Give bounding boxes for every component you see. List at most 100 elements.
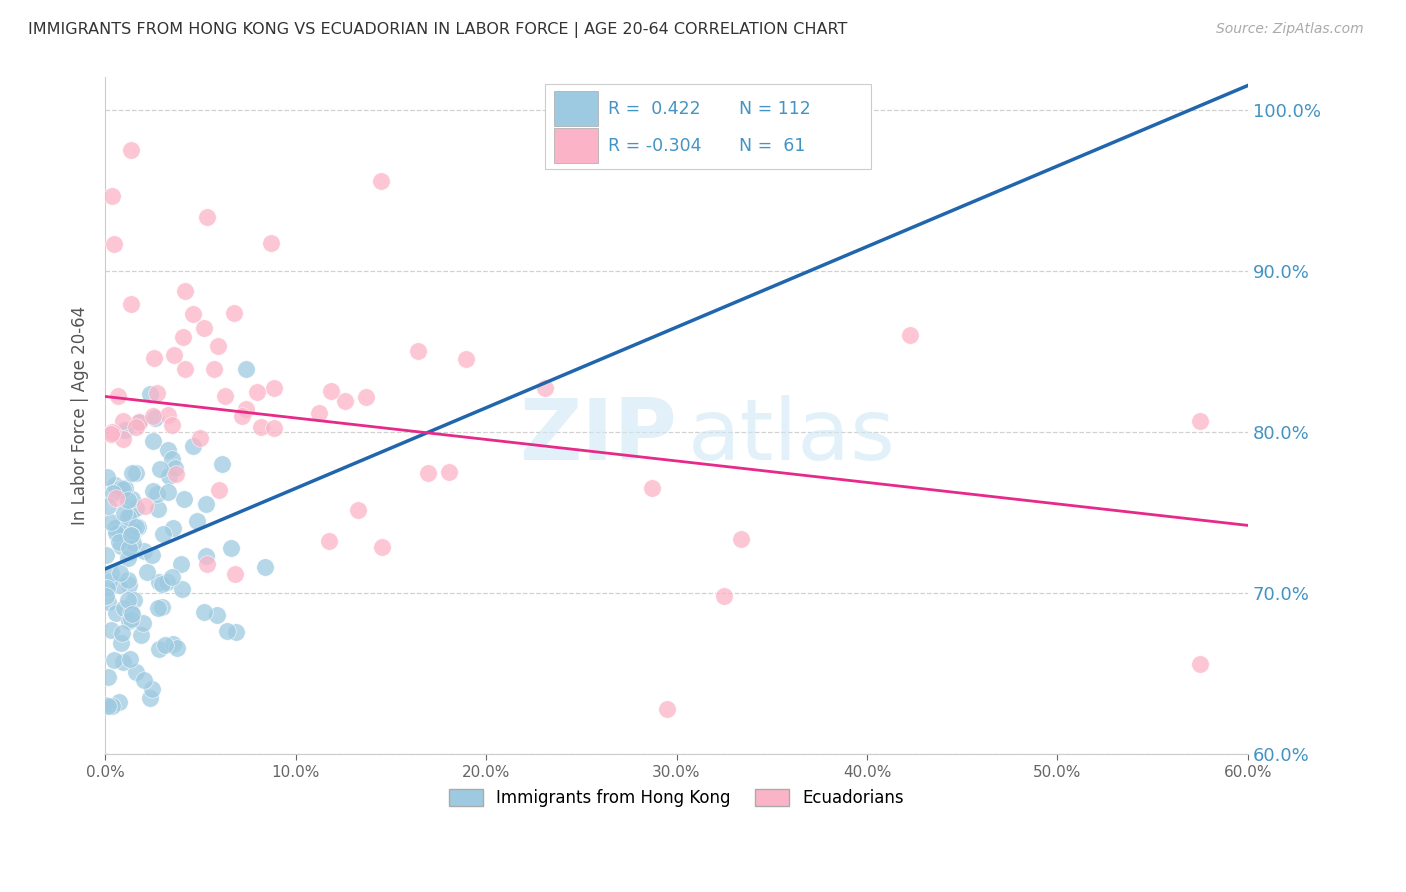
Point <box>406 344 429 359</box>
Point <box>1189 414 1212 428</box>
Point <box>181 307 204 321</box>
Point <box>124 520 146 534</box>
Point <box>235 361 257 376</box>
Point <box>129 628 152 642</box>
Point <box>195 210 218 224</box>
Point <box>112 600 135 615</box>
Point <box>96 469 118 483</box>
FancyBboxPatch shape <box>554 128 598 163</box>
Point <box>371 540 394 554</box>
Point <box>107 535 129 549</box>
Point <box>437 465 460 479</box>
Point <box>157 442 180 457</box>
Point <box>120 297 142 311</box>
Point <box>100 566 122 581</box>
Point <box>97 595 120 609</box>
Point <box>235 402 257 417</box>
Point <box>139 690 162 705</box>
Text: R = -0.304: R = -0.304 <box>607 136 702 155</box>
Point <box>112 506 135 520</box>
Point <box>125 500 148 515</box>
Point <box>142 484 165 499</box>
Legend: Immigrants from Hong Kong, Ecuadorians: Immigrants from Hong Kong, Ecuadorians <box>443 782 911 814</box>
Point <box>121 467 143 481</box>
Point <box>117 573 139 587</box>
Point <box>120 528 142 542</box>
Point <box>105 607 128 621</box>
Point <box>155 575 177 590</box>
Point <box>157 409 180 423</box>
Point <box>97 670 120 684</box>
Point <box>713 589 735 603</box>
Point <box>114 525 136 540</box>
Point <box>259 236 281 251</box>
Point <box>101 425 124 439</box>
Point <box>142 409 165 423</box>
Point <box>254 559 277 574</box>
Point <box>98 574 121 589</box>
Point <box>117 592 139 607</box>
Point <box>146 386 169 401</box>
Point <box>219 541 242 556</box>
Point <box>122 523 145 537</box>
Point <box>166 640 188 655</box>
Point <box>125 466 148 480</box>
Point <box>157 469 180 483</box>
Point <box>148 574 170 589</box>
Point <box>231 409 253 423</box>
Point <box>104 491 127 506</box>
Text: atlas: atlas <box>688 394 896 477</box>
Point <box>162 521 184 535</box>
Point <box>103 652 125 666</box>
Point <box>107 519 129 533</box>
Point <box>318 534 340 549</box>
Point <box>112 656 135 670</box>
Y-axis label: In Labor Force | Age 20-64: In Labor Force | Age 20-64 <box>72 306 89 525</box>
Point <box>103 237 125 252</box>
Point <box>173 492 195 507</box>
Point <box>655 702 678 716</box>
Point <box>117 492 139 507</box>
Point <box>121 491 143 506</box>
Point <box>120 605 142 619</box>
Point <box>346 503 368 517</box>
Point <box>111 482 134 496</box>
Point <box>153 638 176 652</box>
Point <box>107 389 129 403</box>
Text: R =  0.422: R = 0.422 <box>607 100 700 118</box>
Point <box>165 461 187 475</box>
Point <box>416 466 439 480</box>
Point <box>181 439 204 453</box>
Point <box>114 423 136 437</box>
Point <box>134 499 156 513</box>
Point <box>100 624 122 638</box>
Point <box>333 393 356 408</box>
Point <box>110 636 132 650</box>
Point <box>117 510 139 524</box>
Point <box>141 548 163 562</box>
Point <box>117 551 139 566</box>
Point <box>160 570 183 584</box>
Point <box>195 557 218 571</box>
Point <box>186 515 208 529</box>
Point <box>101 486 124 500</box>
Point <box>100 427 122 442</box>
Point <box>152 527 174 541</box>
Point <box>110 481 132 495</box>
Point <box>150 577 173 591</box>
Point <box>125 665 148 679</box>
FancyBboxPatch shape <box>554 91 598 126</box>
Point <box>139 386 162 401</box>
Point <box>97 500 120 514</box>
Point <box>121 529 143 543</box>
Point <box>110 539 132 553</box>
Point <box>143 411 166 425</box>
Point <box>136 566 159 580</box>
Point <box>194 497 217 511</box>
Text: ZIP: ZIP <box>519 394 676 477</box>
Point <box>132 673 155 688</box>
Point <box>94 698 117 712</box>
Point <box>94 589 117 603</box>
Point <box>120 544 142 558</box>
Point <box>120 508 142 523</box>
